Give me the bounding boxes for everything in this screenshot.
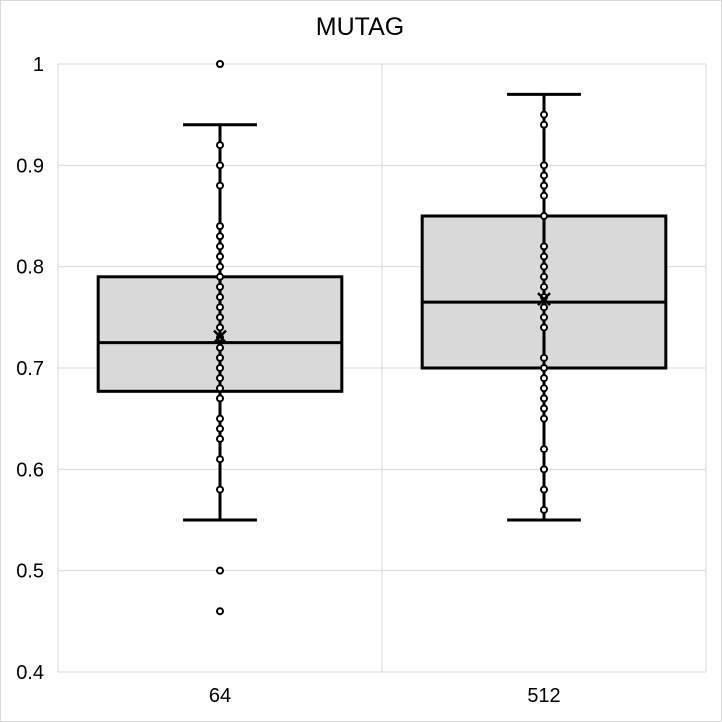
- y-tick-label: 0.5: [16, 561, 44, 583]
- y-tick-label: 0.8: [16, 257, 44, 279]
- box-group-64: [96, 60, 344, 616]
- data-point: [216, 485, 224, 494]
- x-axis-ticks: 64 512: [209, 685, 561, 707]
- data-point: [216, 414, 224, 423]
- y-tick-label: 0.4: [16, 662, 44, 684]
- data-point: [216, 252, 224, 261]
- data-point: [540, 465, 548, 474]
- data-point: [216, 242, 224, 251]
- data-point: [540, 414, 548, 423]
- data-point: [216, 374, 224, 383]
- data-point: [216, 293, 224, 302]
- y-axis-ticks: 0.4 0.5 0.6 0.7 0.8 0.9 1: [16, 54, 44, 684]
- data-point: [216, 384, 224, 393]
- data-point: [540, 353, 548, 362]
- y-tick-label: 0.6: [16, 459, 44, 481]
- data-point: [540, 252, 548, 261]
- data-point: [216, 141, 224, 150]
- data-point: [540, 161, 548, 170]
- data-point: [216, 455, 224, 464]
- y-tick-label: 0.7: [16, 358, 44, 380]
- data-point: [540, 110, 548, 119]
- data-point: [216, 343, 224, 352]
- data-point: [216, 566, 224, 575]
- data-point: [216, 60, 224, 68]
- data-point: [216, 364, 224, 372]
- data-point: [540, 364, 548, 372]
- data-point: [540, 212, 548, 220]
- data-point: [540, 181, 548, 190]
- chart-title: MUTAG: [316, 13, 404, 41]
- data-point: [216, 424, 224, 433]
- data-point: [216, 222, 224, 231]
- data-point: [216, 434, 224, 443]
- grid-layer: [57, 63, 707, 673]
- data-point: [216, 262, 224, 271]
- data-point: [216, 353, 224, 362]
- data-point: [216, 282, 224, 291]
- data-point: [216, 272, 224, 281]
- box-group-512: [420, 92, 668, 522]
- data-point: [540, 120, 548, 129]
- data-point: [540, 262, 548, 271]
- data-point: [540, 272, 548, 281]
- data-point: [540, 374, 548, 383]
- data-point: [540, 505, 548, 514]
- data-point: [540, 394, 548, 403]
- data-point: [540, 384, 548, 393]
- data-point: [540, 445, 548, 454]
- data-point: [540, 323, 548, 332]
- mean-marker-b: [537, 292, 551, 306]
- data-point: [216, 181, 224, 190]
- data-point: [216, 232, 224, 241]
- data-point: [540, 303, 548, 312]
- data-point: [540, 242, 548, 251]
- data-point: [216, 303, 224, 312]
- data-point: [216, 323, 224, 332]
- y-tick-label: 0.9: [16, 155, 44, 177]
- x-tick-label: 512: [527, 685, 560, 707]
- y-tick-label: 1: [33, 54, 44, 76]
- data-point: [216, 161, 224, 170]
- x-tick-label: 64: [209, 685, 231, 707]
- data-point: [216, 394, 224, 403]
- data-point: [540, 313, 548, 322]
- data-point: [540, 191, 548, 200]
- mean-marker-b: [213, 329, 227, 344]
- data-point: [540, 171, 548, 180]
- data-point: [540, 282, 548, 291]
- data-point: [216, 313, 224, 322]
- box-layer: [96, 60, 668, 616]
- data-point: [540, 485, 548, 494]
- data-point: [216, 607, 224, 616]
- data-point: [540, 404, 548, 413]
